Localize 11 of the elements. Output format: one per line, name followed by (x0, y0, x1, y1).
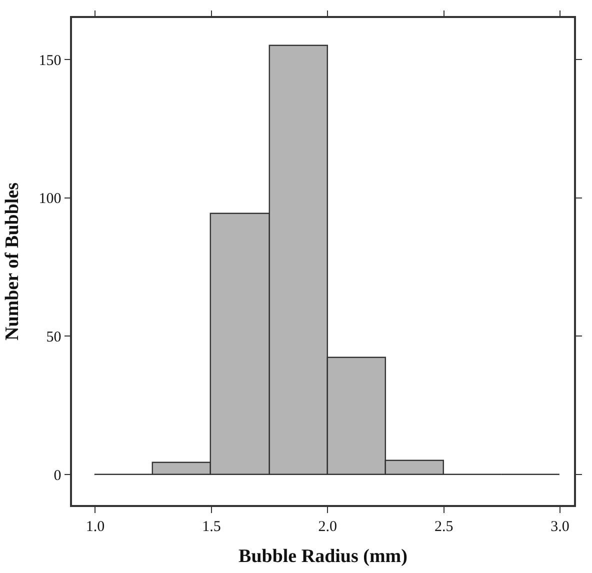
y-tick-label: 0 (54, 468, 62, 484)
x-axis-title: Bubble Radius (mm) (238, 546, 408, 568)
x-tick-label: 1.0 (86, 518, 105, 535)
y-tick-label: 50 (46, 329, 62, 346)
y-axis-title: Number of Bubbles (2, 182, 24, 341)
y-tick-label: 100 (38, 191, 62, 208)
x-tick-label: 2.5 (434, 518, 454, 535)
x-tick-label: 3.0 (550, 518, 570, 535)
x-tick-label: 1.5 (202, 518, 221, 535)
x-tick-label: 2.0 (318, 518, 338, 535)
y-tick-label: 150 (38, 52, 62, 69)
